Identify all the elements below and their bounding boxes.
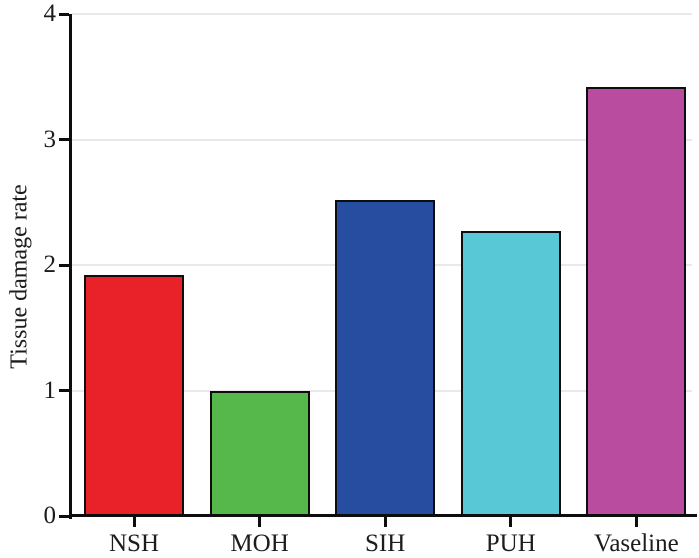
y-tick-label-2: 2 bbox=[43, 251, 57, 278]
y-tick-label-3: 3 bbox=[43, 125, 57, 153]
gridline-y-3 bbox=[72, 138, 692, 141]
y-tick-3 bbox=[59, 138, 69, 141]
bar-SIH bbox=[335, 199, 436, 516]
y-axis-line bbox=[69, 14, 72, 519]
x-tick-Vaseline bbox=[634, 517, 638, 527]
x-category-label-PUH: PUH bbox=[485, 530, 536, 557]
x-tick-PUH bbox=[509, 517, 513, 527]
y-tick-label-4: 4 bbox=[43, 0, 57, 27]
x-tick-NSH bbox=[132, 517, 136, 527]
x-category-label-MOH: MOH bbox=[230, 530, 289, 557]
x-axis-line bbox=[69, 514, 697, 517]
y-tick-label-1: 1 bbox=[43, 376, 57, 404]
y-tick-0 bbox=[59, 514, 69, 518]
gridline-y-4 bbox=[72, 13, 692, 15]
bar-Vaseline bbox=[586, 86, 687, 516]
x-category-label-NSH: NSH bbox=[108, 530, 159, 557]
bar-MOH bbox=[209, 390, 310, 516]
bar-PUH bbox=[460, 231, 561, 516]
y-tick-label-0: 0 bbox=[43, 502, 57, 529]
x-category-label-SIH: SIH bbox=[365, 530, 406, 557]
y-tick-2 bbox=[59, 263, 69, 267]
x-tick-MOH bbox=[258, 517, 262, 527]
y-tick-1 bbox=[59, 389, 69, 392]
x-tick-SIH bbox=[383, 517, 387, 527]
x-category-label-Vaseline: Vaseline bbox=[594, 530, 679, 557]
y-tick-4 bbox=[59, 12, 69, 16]
bar-NSH bbox=[84, 275, 184, 516]
